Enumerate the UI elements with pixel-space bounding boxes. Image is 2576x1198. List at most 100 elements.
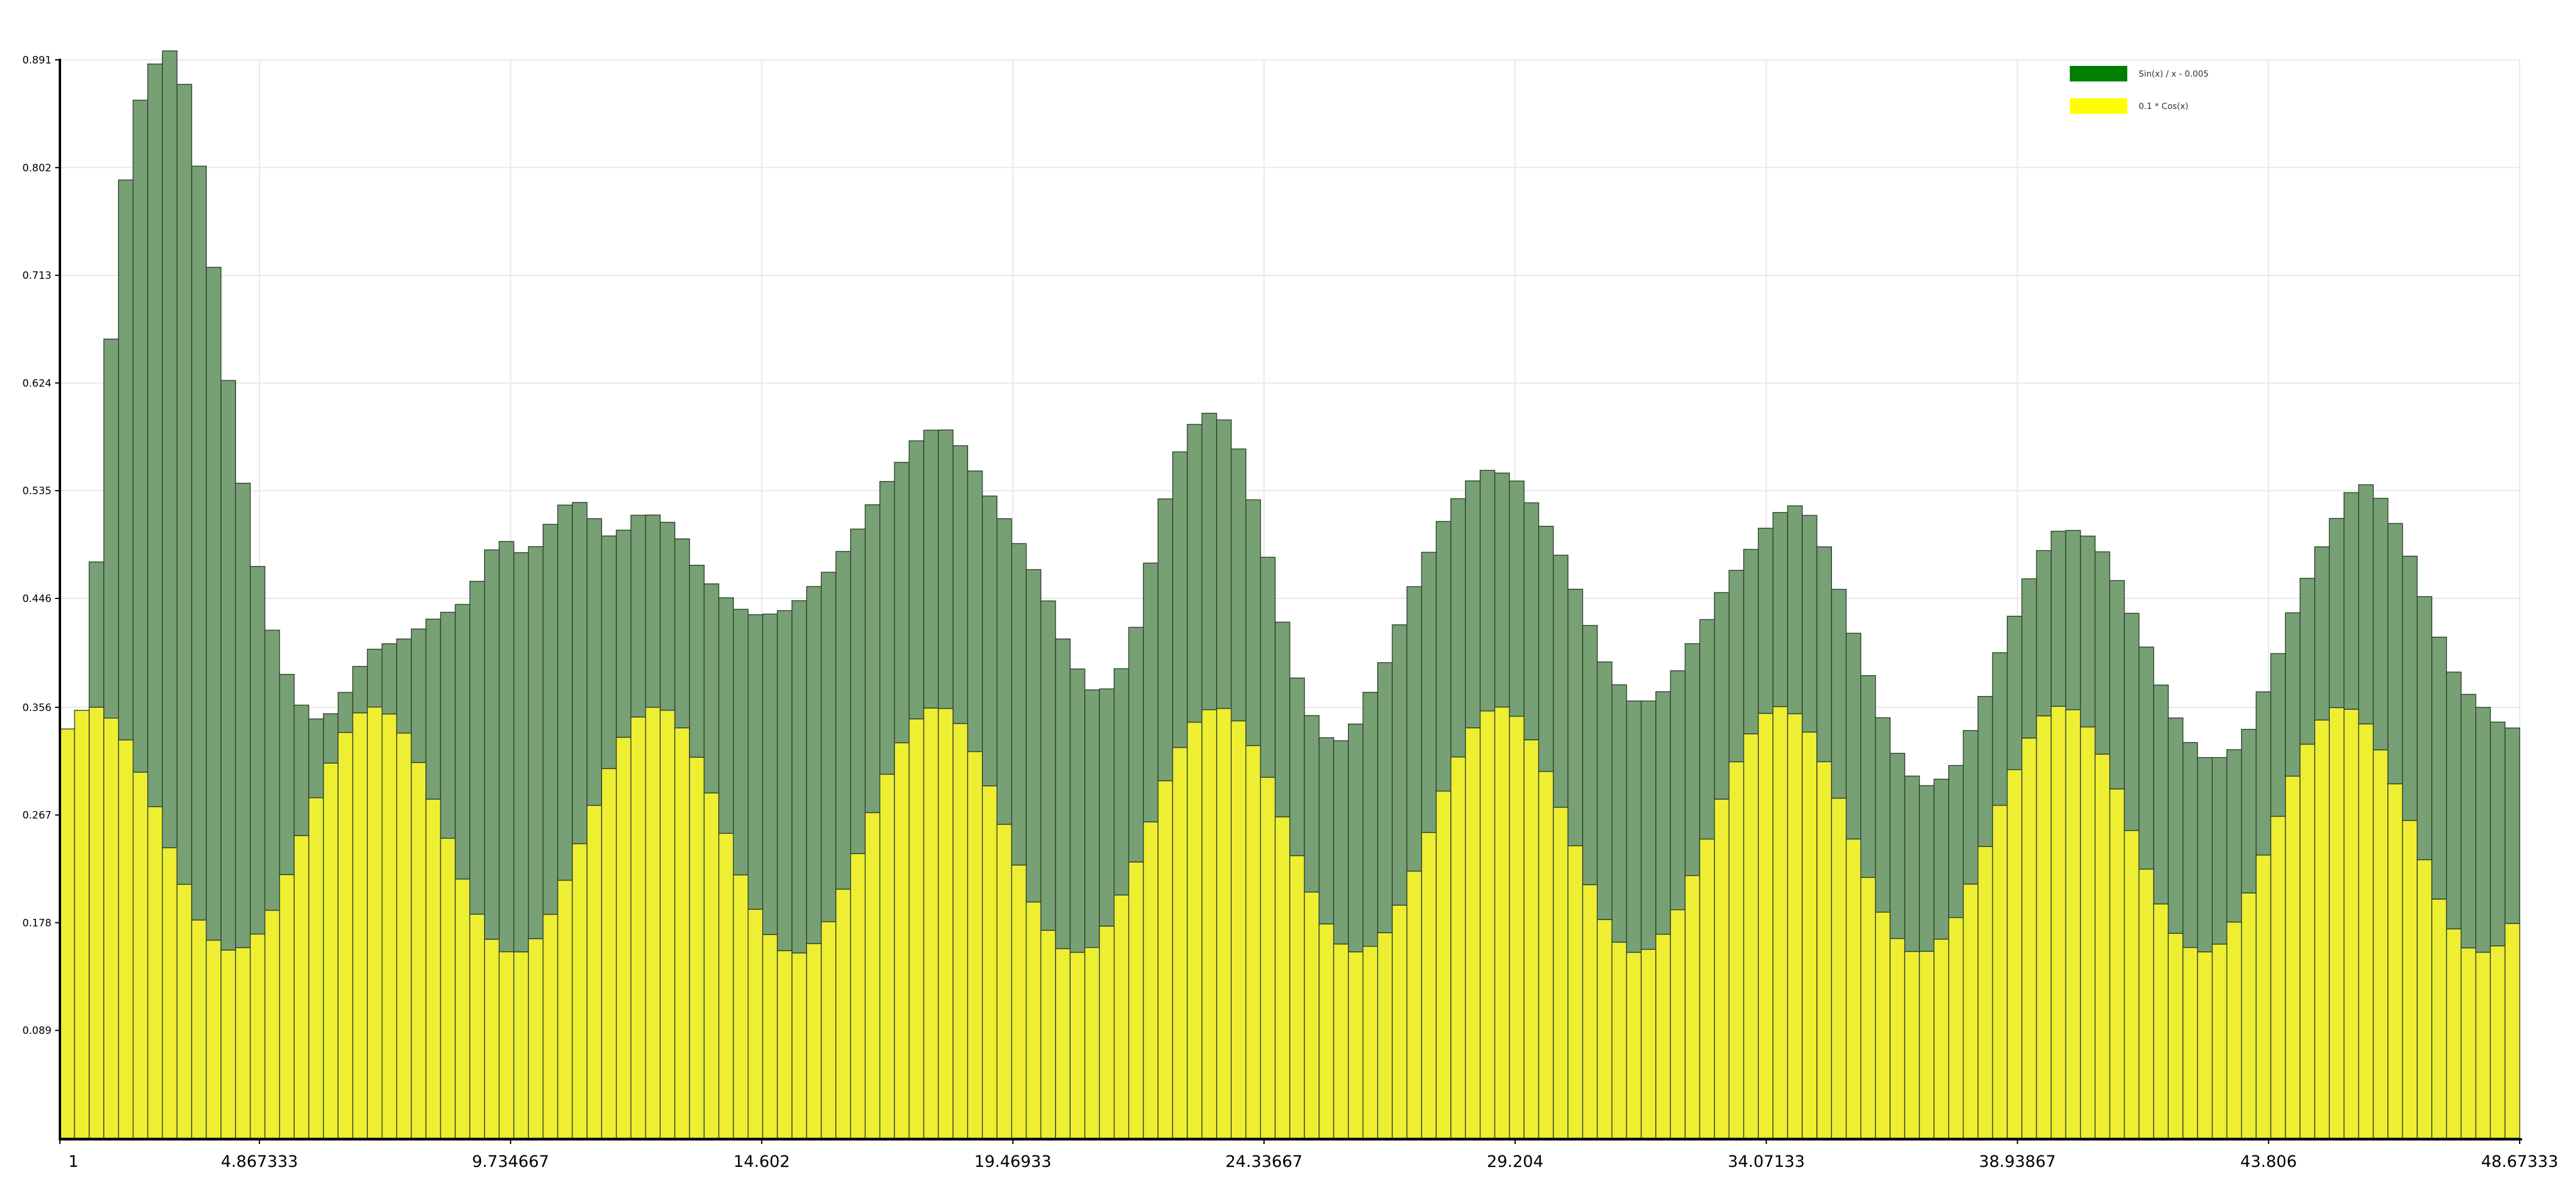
bar-series-2 — [74, 710, 90, 1139]
bar-series-2 — [1333, 943, 1349, 1139]
bar-series-2 — [528, 938, 544, 1139]
bar-series-1 — [1055, 638, 1071, 949]
bar-series-1 — [1377, 662, 1393, 933]
bar-series-1 — [645, 515, 661, 708]
bar-series-2 — [776, 950, 793, 1139]
bar-series-2 — [2299, 743, 2315, 1139]
bar-series-2 — [703, 792, 719, 1139]
bar-series-2 — [616, 737, 631, 1139]
bar-series-2 — [1846, 838, 1861, 1139]
bar-series-1 — [469, 580, 485, 915]
bar-series-1 — [2270, 653, 2286, 817]
bar-series-1 — [425, 618, 442, 800]
bar-series-2 — [2021, 737, 2037, 1139]
bar-series-2 — [2255, 854, 2272, 1139]
bar-series-1 — [660, 522, 676, 711]
bar-series-1 — [733, 609, 749, 876]
bar-series-2 — [2417, 859, 2433, 1139]
bar-series-2 — [850, 853, 866, 1139]
bar-series-2 — [1421, 831, 1437, 1139]
bar-series-2 — [2504, 922, 2520, 1139]
y-tick-label: 0.089 — [22, 1025, 52, 1037]
bar-series-2 — [1831, 797, 1847, 1139]
bar-series-2 — [2490, 945, 2506, 1139]
bar-series-1 — [835, 550, 851, 890]
bar-series-2 — [2460, 947, 2477, 1139]
bar-series-1 — [1889, 752, 1906, 939]
bar-series-1 — [1128, 627, 1144, 863]
bar-series-2 — [982, 785, 997, 1139]
bar-series-2 — [381, 713, 397, 1139]
bar-series-1 — [2197, 757, 2213, 952]
bar-series-1 — [2212, 757, 2227, 945]
bar-series-1 — [1260, 556, 1276, 778]
bar-series-2 — [1201, 709, 1217, 1139]
bar-series-2 — [1860, 876, 1876, 1139]
x-tick-labels: 1 4.867333 9.734667 14.602 19.46933 24.33667 2… — [59, 1138, 2558, 1171]
bar-series-1 — [2036, 550, 2052, 716]
bar-series-1 — [1714, 592, 1730, 800]
bar-series-2 — [1069, 952, 1086, 1139]
bar-series-1 — [1392, 624, 1408, 906]
bar-series-2 — [1319, 923, 1335, 1139]
bar-series-1 — [1494, 472, 1510, 708]
bar-series-1 — [513, 552, 529, 952]
bar-series-1 — [2387, 523, 2403, 785]
bar-series-1 — [938, 429, 954, 709]
bar-series-1 — [616, 530, 631, 738]
bar-series-1 — [337, 692, 353, 733]
bar-series-2 — [396, 733, 412, 1139]
bar-series-1 — [279, 674, 295, 875]
bar-series-1 — [703, 583, 719, 794]
bar-series-1 — [2109, 580, 2125, 789]
bar-series-1 — [2051, 531, 2067, 707]
legend-item-series-1[interactable]: Sin(x) / x - 0.005 — [2070, 66, 2209, 81]
bar-series-1 — [1084, 689, 1100, 948]
bar-series-1 — [2299, 577, 2315, 745]
y-tick-label: 0.178 — [22, 917, 52, 929]
bar-series-2 — [484, 939, 500, 1139]
legend-swatch-series-2 — [2070, 98, 2127, 114]
bar-series-2 — [2358, 723, 2374, 1139]
bar-series-1 — [1304, 715, 1320, 893]
bar-series-1 — [484, 549, 500, 940]
bar-series-2 — [894, 742, 910, 1139]
bar-series-1 — [996, 518, 1012, 825]
legend-item-series-2[interactable]: 0.1 * Cos(x) — [2070, 98, 2188, 114]
bar-series-2 — [352, 712, 368, 1139]
bar-series-1 — [2153, 684, 2169, 904]
bar-series-2 — [1172, 747, 1188, 1139]
bar-series-1 — [776, 610, 793, 951]
bar-series-2 — [425, 798, 442, 1139]
bar-series-2 — [323, 763, 339, 1139]
bar-series-1 — [2490, 721, 2506, 946]
bar-series-1 — [542, 524, 558, 915]
bar-series-1 — [1640, 700, 1656, 950]
bar-series-2 — [689, 757, 705, 1139]
bar-series-2 — [1685, 875, 1701, 1139]
bar-series-2 — [1040, 930, 1056, 1139]
bar-series-1 — [1523, 502, 1540, 740]
bar-series-2 — [1055, 948, 1071, 1139]
bar-series-1 — [1846, 633, 1861, 840]
bar-series-2 — [1582, 884, 1598, 1139]
bar-series-1 — [132, 99, 149, 773]
bar-series-2 — [2329, 707, 2345, 1139]
bar-series-2 — [2285, 776, 2301, 1139]
bar-series-1 — [1699, 619, 1715, 840]
x-tick-label: 24.33667 — [1226, 1152, 1303, 1171]
bar-series-1 — [791, 600, 808, 954]
bar-series-1 — [2460, 694, 2477, 949]
bar-series-1 — [367, 649, 383, 708]
bar-series-1 — [162, 50, 178, 849]
bar-series-2 — [1948, 917, 1964, 1139]
bar-series-1 — [1655, 691, 1671, 935]
bar-series-2 — [967, 751, 983, 1139]
y-tick-label: 0.624 — [22, 377, 52, 389]
bar-series-1 — [528, 546, 544, 939]
bar-series-2 — [1538, 771, 1554, 1139]
legend[interactable]: Sin(x) / x - 0.005 0.1 * Cos(x) — [2070, 66, 2209, 114]
bar-series-1 — [718, 597, 734, 834]
bar-series-2 — [1553, 806, 1569, 1139]
bar-series-1 — [2065, 530, 2081, 710]
